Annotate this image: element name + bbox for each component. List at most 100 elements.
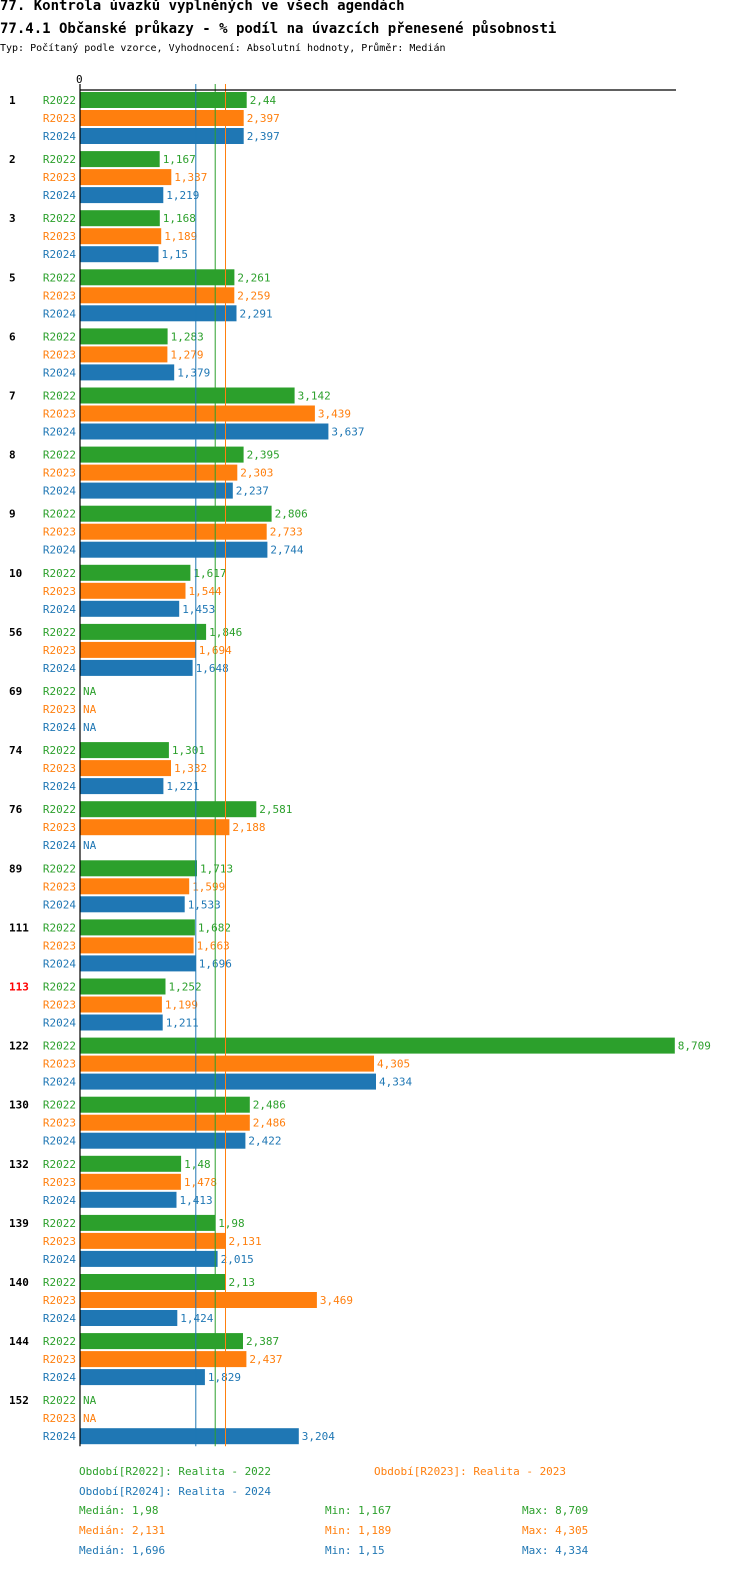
category-label: 111: [9, 921, 29, 934]
data-label: 2,237: [236, 485, 269, 498]
series-name-label: R2023: [43, 1412, 76, 1425]
series-name-label: R2022: [43, 390, 76, 403]
bar: [80, 305, 237, 322]
data-label: 2,188: [232, 821, 265, 834]
data-label: 1,648: [196, 662, 229, 675]
bar: [80, 896, 185, 913]
series-name-label: R2022: [43, 1276, 76, 1289]
series-name-label: R2023: [43, 644, 76, 657]
series-name-label: R2024: [43, 1017, 76, 1030]
bar: [80, 819, 230, 836]
series-name-label: R2024: [43, 839, 76, 852]
series-name-label: R2022: [43, 449, 76, 462]
series-name-label: R2022: [43, 153, 76, 166]
bar: [80, 287, 235, 304]
stat-min-r2023: Min: 1,189: [325, 1524, 392, 1537]
chart-meta: Typ: Počítaný podle vzorce, Vyhodnocení:…: [0, 43, 446, 54]
bar: [80, 92, 247, 108]
category-label: 10: [9, 567, 22, 580]
bar: [80, 446, 244, 463]
bar: [80, 1250, 218, 1267]
series-name-label: R2022: [43, 685, 76, 698]
data-label: 1,713: [200, 862, 233, 875]
data-label: 1,15: [162, 248, 189, 261]
bar: [80, 1014, 163, 1031]
data-label: 1,453: [182, 603, 215, 616]
series-name-label: R2023: [43, 762, 76, 775]
stat-min-r2022: Min: 1,167: [325, 1504, 392, 1517]
data-label: 1,221: [166, 780, 199, 793]
series-name-label: R2024: [43, 307, 76, 320]
bar: [80, 1173, 181, 1190]
data-label: 1,682: [198, 921, 231, 934]
data-label: 1,617: [193, 567, 226, 580]
series-name-label: R2023: [43, 1353, 76, 1366]
series-name-label: R2024: [43, 603, 76, 616]
series-name-label: R2023: [43, 112, 76, 125]
category-label: 122: [9, 1040, 29, 1053]
series-name-label: R2024: [43, 1371, 76, 1384]
series-name-label: R2024: [43, 1253, 76, 1266]
data-label: 2,131: [229, 1235, 262, 1248]
category-label: 8: [9, 449, 16, 462]
series-name-label: R2022: [43, 1394, 76, 1407]
series-name-label: R2022: [43, 330, 76, 343]
bar: [80, 228, 162, 245]
series-name-label: R2022: [43, 1217, 76, 1230]
category-label: 6: [9, 330, 16, 343]
bar: [80, 269, 235, 286]
bar: [80, 1292, 317, 1308]
series-name-label: R2024: [43, 662, 76, 675]
data-label: 2,387: [246, 1335, 279, 1348]
bar: [80, 860, 197, 877]
data-label: 2,291: [240, 307, 273, 320]
axis-zero-label: 0: [76, 73, 83, 86]
category-label: 139: [9, 1217, 29, 1230]
data-label: 1,829: [208, 1371, 241, 1384]
bar: [80, 128, 244, 144]
data-label: 2,015: [221, 1253, 254, 1266]
category-label: 69: [9, 685, 22, 698]
data-label: 2,581: [259, 803, 292, 816]
chart-subtitle: 77.4.1 Občanské průkazy - % podíl na úva…: [0, 21, 557, 37]
bar: [80, 919, 195, 936]
bar: [80, 564, 191, 581]
bar: [80, 464, 238, 481]
bar: [80, 210, 160, 227]
bar: [80, 801, 257, 818]
data-label: 3,469: [320, 1294, 353, 1307]
series-name-label: R2024: [43, 1430, 76, 1443]
bar: [80, 328, 168, 345]
series-name-label: R2024: [43, 1194, 76, 1207]
series-name-label: R2023: [43, 939, 76, 952]
bar: [80, 1214, 216, 1231]
series-name-label: R2023: [43, 348, 76, 361]
series-name-label: R2022: [43, 1040, 76, 1053]
series-name-label: R2024: [43, 1076, 76, 1089]
data-label: 1,199: [165, 999, 198, 1012]
series-name-label: R2022: [43, 744, 76, 757]
category-label: 3: [9, 212, 16, 225]
series-name-label: R2022: [43, 803, 76, 816]
series-name-label: R2024: [43, 780, 76, 793]
data-label: 3,439: [318, 408, 351, 421]
data-label: 2,486: [253, 1117, 286, 1130]
series-name-label: R2024: [43, 130, 76, 143]
bar: [80, 246, 159, 263]
bar: [80, 346, 168, 363]
data-label: 1,283: [171, 330, 204, 343]
bar: [80, 778, 164, 795]
data-label: 1,424: [180, 1312, 213, 1325]
series-name-label: R2024: [43, 1135, 76, 1148]
data-label: 1,168: [163, 212, 196, 225]
series-name-label: R2023: [43, 1176, 76, 1189]
bar: [80, 482, 233, 499]
bar: [80, 110, 244, 126]
series-name-label: R2022: [43, 921, 76, 934]
category-label: 132: [9, 1158, 29, 1171]
data-label: 2,744: [270, 544, 303, 557]
bar: [80, 423, 329, 440]
data-label: 2,303: [240, 467, 273, 480]
na-label: NA: [83, 1412, 97, 1425]
stat-max-r2023: Max: 4,305: [522, 1524, 589, 1537]
